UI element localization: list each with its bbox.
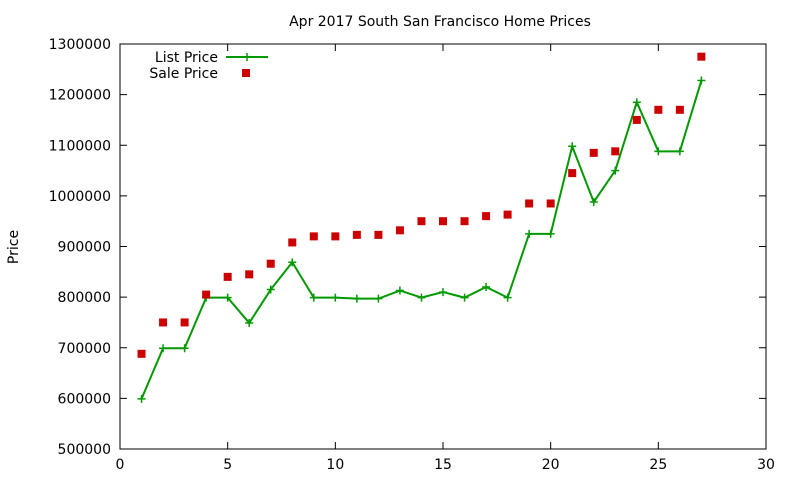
list-price-point: [266, 285, 275, 294]
sale-price-point: [288, 238, 297, 247]
list-price-point: [223, 293, 232, 302]
sale-price-point: [568, 169, 577, 178]
list-price-point: [417, 293, 426, 302]
legend-label: Sale Price: [149, 66, 218, 82]
plot-area: [119, 43, 767, 450]
list-price-point: [159, 344, 168, 353]
y-tick-label: 600000: [58, 391, 111, 407]
sale-price-point: [697, 52, 706, 61]
sale-price-point: [180, 318, 189, 327]
list-price-point: [331, 293, 340, 302]
list-price-line: [140, 80, 703, 400]
sale-price-point: [439, 217, 447, 226]
x-tick-label: 25: [649, 457, 667, 473]
list-price-point: [697, 76, 706, 85]
sale-price-point: [525, 199, 534, 208]
series-list-price: [137, 76, 706, 403]
sale-price-point: [159, 318, 168, 327]
sale-price-point: [245, 270, 254, 279]
y-tick-label: 500000: [58, 442, 111, 458]
sale-price-point: [460, 217, 469, 226]
sale-price-point: [675, 105, 684, 114]
list-price-point: [568, 142, 577, 151]
sale-price-point: [589, 148, 598, 157]
list-price-point: [439, 288, 447, 297]
list-price-point: [546, 229, 555, 238]
y-axis: 500000 600000 700000 800000 900000 1000000 110…: [49, 37, 766, 458]
sale-price-point: [223, 272, 232, 281]
sale-price-point: [137, 349, 146, 358]
sale-price-point: [374, 230, 383, 239]
list-price-point: [525, 229, 534, 238]
sale-price-point: [654, 105, 663, 114]
x-axis: 0 5 10 15 20 25 30: [116, 44, 775, 473]
list-price-point: [611, 166, 620, 175]
sale-price-point: [546, 199, 555, 208]
y-tick-label: 1000000: [49, 189, 111, 205]
sale-price-point: [309, 232, 318, 241]
list-price-point: [374, 294, 383, 303]
list-price-point: [309, 293, 318, 302]
sale-price-point: [266, 259, 275, 268]
x-tick-label: 15: [434, 457, 452, 473]
series-sale-price: [137, 52, 706, 358]
x-tick-label: 30: [757, 457, 775, 473]
x-tick-label: 0: [116, 457, 125, 473]
list-price-point: [503, 293, 512, 302]
sale-price-point: [331, 232, 340, 241]
list-price-point: [675, 147, 684, 156]
list-price-point: [589, 197, 598, 206]
y-tick-label: 1200000: [49, 88, 111, 104]
x-tick-label: 20: [542, 457, 560, 473]
y-tick-label: 1300000: [49, 37, 111, 53]
y-tick-label: 900000: [58, 240, 111, 256]
list-price-point: [482, 283, 491, 291]
list-price-point: [180, 344, 189, 353]
y-tick-label: 1100000: [49, 138, 111, 154]
list-price-point: [395, 286, 404, 295]
list-price-point: [245, 318, 254, 327]
sale-price-point: [611, 147, 620, 156]
list-price-point: [632, 98, 641, 107]
sale-price-point: [352, 230, 361, 239]
series-layer: [137, 52, 706, 403]
y-axis-label: Price: [6, 230, 22, 264]
sale-price-point: [417, 217, 426, 226]
list-price-point: [352, 294, 361, 303]
sale-price-point: [202, 290, 211, 299]
list-price-point: [654, 147, 663, 156]
x-tick-label: 5: [223, 457, 232, 473]
chart-title: Apr 2017 South San Francisco Home Prices: [289, 14, 591, 30]
y-tick-label: 800000: [58, 290, 111, 306]
y-tick-label: 700000: [58, 341, 111, 357]
x-tick-label: 10: [326, 457, 344, 473]
legend-swatch-marker: [242, 69, 250, 77]
sale-price-point: [482, 212, 491, 221]
legend-label: List Price: [155, 50, 218, 66]
sale-price-point: [632, 115, 641, 124]
sale-price-point: [503, 210, 512, 219]
legend-swatch-marker: [243, 53, 251, 61]
sale-price-point: [395, 226, 404, 235]
list-price-point: [460, 293, 469, 302]
list-price-point: [137, 394, 146, 403]
list-price-point: [288, 258, 297, 267]
